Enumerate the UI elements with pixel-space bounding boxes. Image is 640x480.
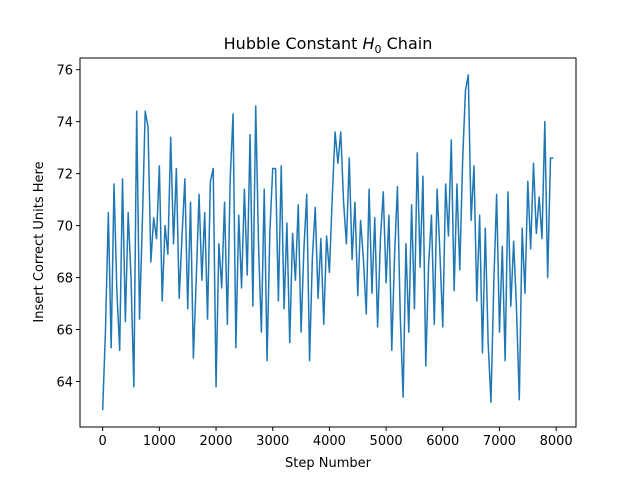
chart-title: Hubble Constant H0 Chain (224, 34, 433, 56)
y-tick-label: 72 (56, 168, 73, 183)
y-tick-label: 76 (56, 64, 73, 79)
y-tick-label: 70 (56, 220, 73, 235)
x-tick-label: 6000 (426, 434, 459, 449)
x-axis-label: Step Number (285, 456, 372, 471)
y-axis-label: Insert Correct Units Here (32, 161, 47, 322)
title-symbol: H (363, 34, 375, 53)
x-tick-label: 7000 (483, 434, 516, 449)
title-subscript: 0 (375, 43, 382, 56)
data-line (101, 74, 554, 411)
title-text: Hubble Constant (224, 34, 363, 53)
plot-frame (79, 57, 577, 428)
x-tick-label: 0 (99, 434, 107, 449)
title-text: Chain (382, 34, 433, 53)
x-tick-label: 4000 (313, 434, 346, 449)
y-tick-label: 66 (56, 324, 73, 339)
y-tick-label: 68 (56, 272, 73, 287)
x-tick-label: 5000 (370, 434, 403, 449)
x-tick-label: 8000 (540, 434, 573, 449)
y-tick-label: 74 (56, 116, 73, 131)
y-tick-label: 64 (56, 376, 73, 391)
x-tick-label: 2000 (199, 434, 232, 449)
x-tick-label: 1000 (143, 434, 176, 449)
x-tick-label: 3000 (256, 434, 289, 449)
